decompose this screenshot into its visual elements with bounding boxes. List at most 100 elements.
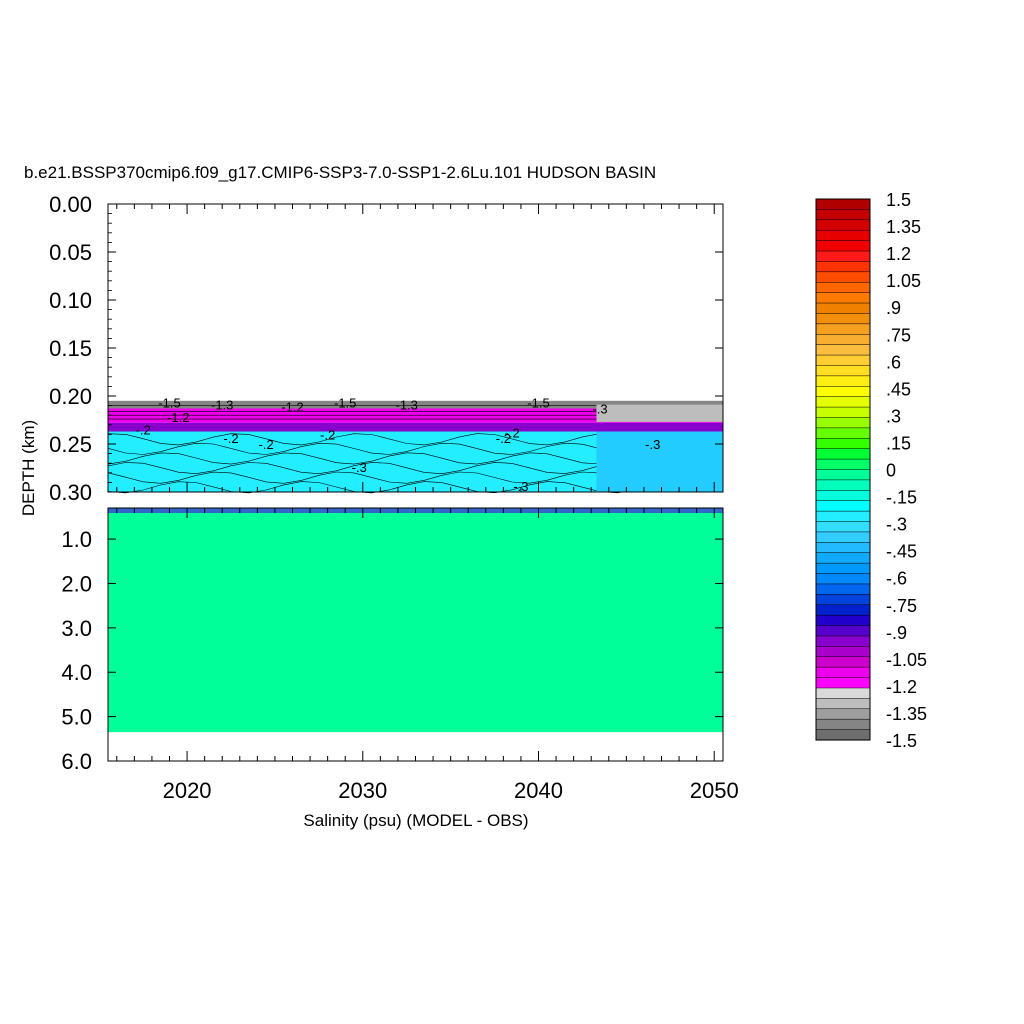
colorbar-swatch — [815, 198, 871, 210]
colorbar-label: -1.2 — [886, 677, 917, 697]
y-tick-label: 0.15 — [49, 336, 92, 361]
colorbar-swatch — [815, 344, 871, 356]
anomaly-region — [596, 431, 723, 492]
colorbar-label: -1.35 — [886, 704, 927, 724]
colorbar-swatch — [815, 614, 871, 627]
colorbar-swatch — [815, 531, 871, 543]
colorbar-swatch — [815, 729, 871, 741]
anomaly-region — [596, 404, 723, 422]
colorbar-swatch — [815, 438, 871, 450]
y-tick-label: 0.30 — [49, 480, 92, 505]
colorbar-swatch — [815, 698, 871, 710]
contour-label: -.3 — [513, 479, 528, 494]
colorbar-label: -.3 — [886, 515, 907, 535]
y-tick-label: 0.10 — [49, 288, 92, 313]
contour-label: -.3 — [592, 401, 607, 416]
x-tick-label: 2020 — [163, 778, 212, 803]
colorbar-swatch — [815, 573, 871, 585]
colorbar-swatch — [815, 677, 871, 689]
colorbar-label: -1.5 — [886, 731, 917, 751]
y-tick-label: 2.0 — [61, 571, 92, 596]
colorbar-swatch — [815, 427, 871, 439]
colorbar-swatch — [815, 510, 871, 523]
colorbar-swatch — [815, 292, 871, 304]
y-tick-label: 6.0 — [61, 749, 92, 774]
colorbar-label: -.75 — [886, 596, 917, 616]
colorbar-label: -1.05 — [886, 650, 927, 670]
contour-label: -.2 — [505, 425, 520, 440]
contour-label: -.3 — [645, 437, 660, 452]
colorbar-swatch — [815, 417, 871, 429]
colorbar-swatch — [815, 646, 871, 658]
colorbar-swatch — [815, 219, 871, 231]
contour-label: -.3 — [352, 460, 367, 475]
colorbar-swatch — [815, 250, 871, 262]
contour-label: -.2 — [496, 431, 511, 446]
layer-fill — [108, 422, 723, 432]
colorbar-label: .3 — [886, 406, 901, 426]
y-axis-label: DEPTH (km) — [19, 420, 38, 516]
y-tick-label: 3.0 — [61, 616, 92, 641]
colorbar-swatch — [815, 458, 871, 471]
colorbar-swatch — [815, 635, 871, 647]
x-tick-label: 2050 — [690, 778, 739, 803]
colorbar-swatch — [815, 313, 871, 325]
colorbar-label: 1.35 — [886, 217, 921, 237]
y-tick-label: 4.0 — [61, 660, 92, 685]
colorbar-label: .15 — [886, 433, 911, 453]
colorbar-swatch — [815, 375, 871, 387]
colorbar-swatch — [815, 479, 871, 491]
y-tick-label: 5.0 — [61, 705, 92, 730]
contour-label: -1.3 — [211, 398, 233, 413]
colorbar-swatch — [815, 708, 871, 720]
x-tick-label: 2040 — [514, 778, 563, 803]
y-tick-label: 1.0 — [61, 527, 92, 552]
colorbar-label: -.9 — [886, 623, 907, 643]
colorbar-swatch — [815, 500, 871, 512]
colorbar-label: .6 — [886, 352, 901, 372]
y-tick-label: 0.00 — [49, 192, 92, 217]
contour-label: -1.5 — [334, 396, 356, 411]
colorbar-swatch — [815, 365, 871, 377]
colorbar-label: -.15 — [886, 488, 917, 508]
colorbar-swatch — [815, 406, 871, 419]
colorbar-swatch — [815, 323, 871, 335]
colorbar-label: -.45 — [886, 542, 917, 562]
colorbar-swatch — [815, 521, 871, 533]
colorbar-swatch — [815, 666, 871, 679]
colorbar-swatch — [815, 604, 871, 616]
lower-panel: 1.0 2.0 3.0 4.0 5.0 6.0 — [61, 507, 724, 774]
colorbar-label: .9 — [886, 298, 901, 318]
x-tick-label: 2030 — [338, 778, 387, 803]
contour-label: -1.2 — [167, 410, 189, 425]
x-axis: 2020 2030 2040 2050 — [116, 204, 739, 803]
colorbar-swatch — [815, 354, 871, 367]
colorbar-swatch — [815, 542, 871, 554]
contour-label: -1.2 — [281, 400, 303, 415]
y-tick-label: 0.20 — [49, 384, 92, 409]
colorbar-label: .45 — [886, 379, 911, 399]
colorbar-swatch — [815, 281, 871, 294]
colorbar-label: 1.05 — [886, 271, 921, 291]
colorbar-swatch — [815, 396, 871, 408]
upper-panel: -1.5 -1.3 -1.2 -1.5 -1.3 -1.5 -.3-1.2-.2-.2 -.2… — [49, 192, 724, 505]
colorbar-frame — [815, 198, 871, 741]
colorbar-swatch — [815, 229, 871, 242]
colorbar-swatch — [815, 625, 871, 637]
colorbar-swatch — [815, 448, 871, 460]
layer-fill — [108, 400, 723, 409]
colorbar-swatch — [815, 261, 871, 273]
layer-fill — [108, 508, 723, 733]
colorbar-swatch — [815, 334, 871, 346]
colorbar-swatch — [815, 552, 871, 564]
contour-label: -.2 — [223, 431, 238, 446]
y-tick-label: 0.05 — [49, 240, 92, 265]
colorbar-swatch — [815, 302, 871, 314]
contour-label: -.2 — [259, 437, 274, 452]
contour-label: -1.3 — [396, 398, 418, 413]
colorbar-label: .75 — [886, 325, 911, 345]
colorbar-swatch — [815, 271, 871, 283]
colorbar-label: -.6 — [886, 569, 907, 589]
colorbar-swatch — [815, 687, 871, 699]
